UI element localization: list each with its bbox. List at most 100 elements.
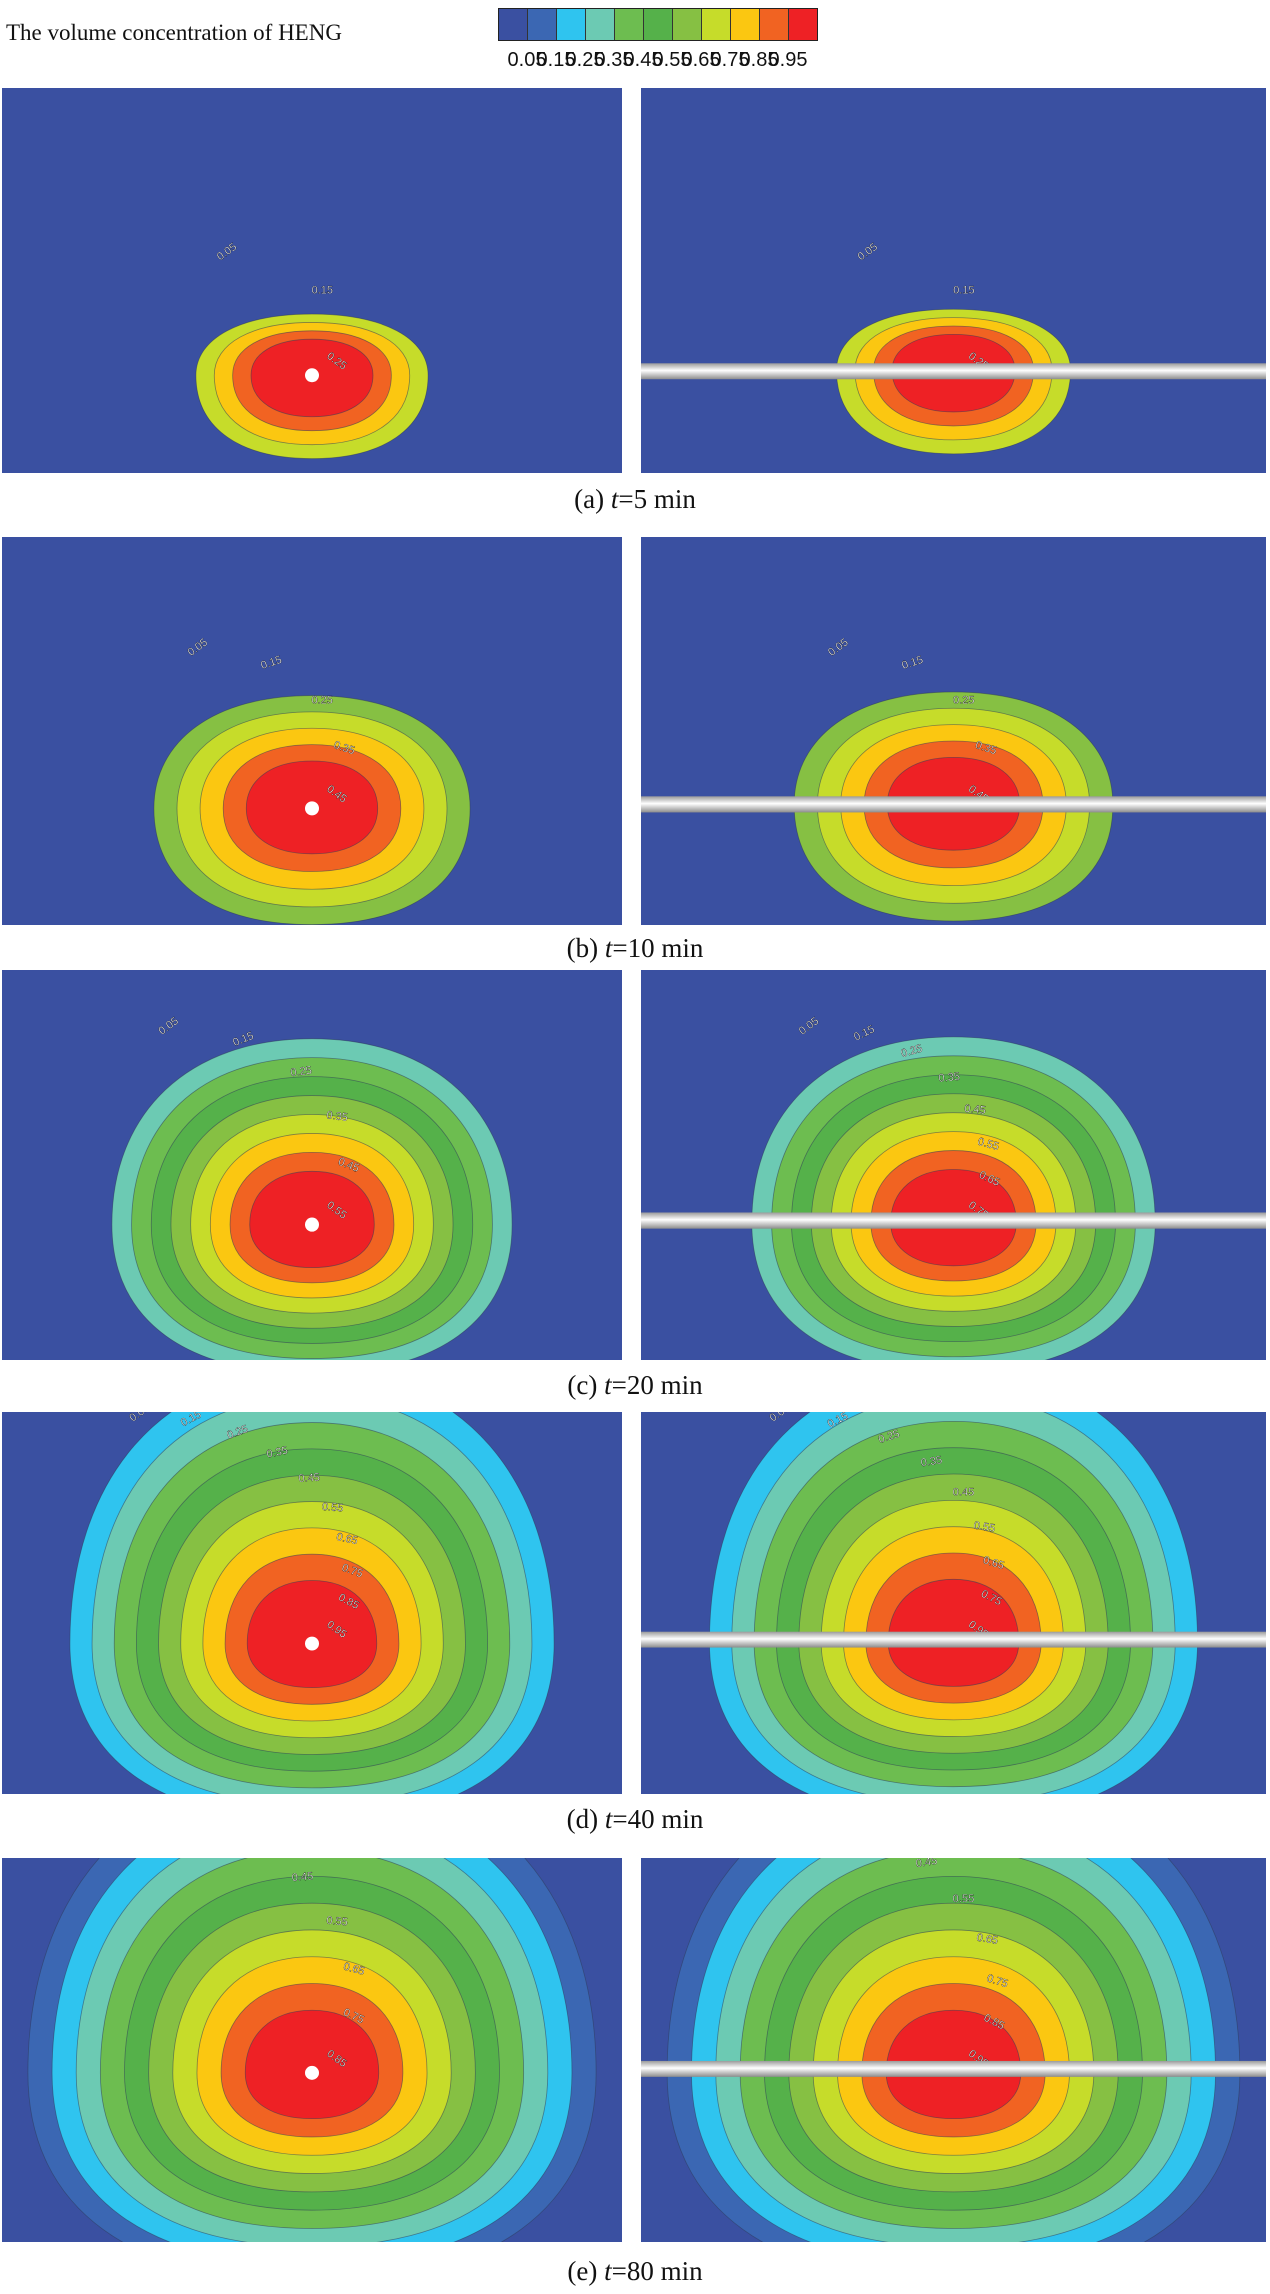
caption-prefix: (a) [574, 484, 611, 514]
caption-prefix: (b) [566, 933, 605, 963]
legend-swatch [702, 9, 731, 40]
panel-with-pipe: 0.05 0.15 0.25 0.35 0.45 0.55 0.65 0.75 0.95 [641, 1412, 1266, 1794]
caption-time-value: =20 min [611, 1370, 703, 1400]
contour-label: 0.65 [976, 1932, 999, 1947]
contour-plot: 0.05 0.150.250.350.450.550.650.750.850.95 [2, 1412, 622, 1794]
legend-swatch [760, 9, 789, 40]
legend-tick-label: 0.25 [565, 49, 605, 71]
contour-plot: 0.050.150.250.350.45 [2, 537, 622, 925]
color-legend-ticks: 0.05 0.15 0.25 0.35 0.45 0.55 0.65 0.75 0.85 0.95 [498, 49, 1018, 73]
caption-time-variable: t [610, 484, 619, 514]
contour-plot: 0.05 0.150.250.350.450.550.650.750.95 [641, 1412, 1266, 1794]
panel-with-pipe: 0.05 0.15 0.25 [641, 88, 1266, 473]
panel-caption: (c) t=20 min [0, 1370, 1270, 1401]
contour-plot: 0.05 0.150.250.350.450.550.650.75 [641, 970, 1266, 1360]
legend-tick-label: 0.75 [710, 49, 750, 71]
caption-time-value: =80 min [611, 2256, 703, 2286]
contour-plot: 0.150.250.350.450.550.650.750.85 [2, 1858, 622, 2242]
legend-swatch [789, 9, 817, 40]
legend-swatch [499, 9, 528, 40]
contour-plot: 0.050.150.25 [641, 88, 1266, 473]
panel-without-pipe: 0.05 0.15 0.25 [2, 88, 622, 473]
caption-time-value: =5 min [618, 484, 696, 514]
contour-label: 0.65 [335, 1531, 358, 1547]
buried-pipe [641, 2060, 1266, 2077]
contour-label: 0.35 [326, 1109, 349, 1124]
legend-swatch [557, 9, 586, 40]
panel-without-pipe: 0.05 0.15 0.25 0.35 0.45 0.55 [2, 970, 622, 1360]
contour-label: 0.35 [938, 1071, 961, 1085]
figure-legend-title: The volume concentration of HENG [6, 20, 342, 45]
caption-time-value: =40 min [612, 1804, 704, 1834]
contour-label: 0.55 [326, 1915, 348, 1929]
contour-label: 0.25 [312, 694, 333, 706]
caption-time-value: =10 min [612, 933, 704, 963]
contour-label: 0.45 [953, 1487, 975, 1499]
contour-label: 0.45 [915, 1858, 938, 1870]
buried-pipe [641, 1212, 1266, 1229]
contour-label: 0.45 [964, 1103, 987, 1117]
contour-label: 0.25 [953, 694, 975, 706]
legend-swatch [528, 9, 557, 40]
panel-without-pipe: 0.05 0.15 0.25 0.35 0.45 0.55 0.65 0.75 0.85 0.95 [2, 1412, 622, 1794]
leak-point-marker [305, 801, 319, 816]
panel-caption: (e) t=80 min [0, 2256, 1270, 2287]
legend-tick-label: 0.45 [623, 49, 663, 71]
legend-swatch [644, 9, 673, 40]
concentration-band [246, 1580, 378, 1688]
panel-without-pipe: 0.05 0.15 0.25 0.35 0.45 [2, 537, 622, 925]
color-legend: 0.05 0.15 0.25 0.35 0.45 0.55 0.65 0.75 0.85 0.95 [498, 8, 818, 71]
contour-plot: 0.050.150.250.350.450.55 [2, 970, 622, 1360]
panel-caption: (d) t=40 min [0, 1804, 1270, 1835]
panel-with-pipe: 0.05 0.15 0.25 0.35 0.45 0.55 0.65 0.75 [641, 970, 1266, 1360]
panel-caption: (a) t=5 min [0, 484, 1270, 515]
legend-swatch [615, 9, 644, 40]
caption-time-variable: t [604, 1370, 612, 1400]
leak-point-marker [305, 1217, 319, 1232]
leak-point-marker [305, 368, 319, 383]
panel-with-pipe: 0.150.250.350.450.550.650.750.850.95 [641, 1858, 1266, 2242]
legend-tick-label: 0.65 [681, 49, 721, 71]
legend-swatch [673, 9, 702, 40]
panel-without-pipe: 0.150.250.350.450.550.650.750.85 [2, 1858, 622, 2242]
legend-tick-label: 0.35 [594, 49, 634, 71]
caption-time-variable: t [604, 1804, 613, 1834]
contour-label: 0.55 [973, 1520, 996, 1535]
caption-time-variable: t [604, 2256, 612, 2286]
contour-label: 0.15 [953, 285, 975, 297]
buried-pipe [641, 796, 1266, 813]
legend-tick-label: 0.85 [739, 49, 779, 71]
legend-tick-label: 0.05 [507, 49, 547, 71]
caption-time-variable: t [604, 933, 613, 963]
contour-plot: 0.150.250.350.450.550.650.750.850.95 [641, 1858, 1266, 2242]
contour-label: 0.35 [920, 1454, 943, 1469]
caption-prefix: (d) [566, 1804, 605, 1834]
contour-label: 0.35 [266, 1445, 289, 1461]
contour-label: 0.25 [900, 1043, 924, 1061]
caption-prefix: (c) [567, 1370, 605, 1400]
contour-label: 0.55 [953, 1893, 975, 1905]
contour-label: 0.45 [298, 1472, 320, 1485]
color-legend-bar [498, 8, 818, 41]
legend-swatch [586, 9, 615, 40]
caption-prefix: (e) [567, 2256, 605, 2286]
leak-point-marker [305, 2065, 319, 2080]
leak-point-marker [305, 1636, 319, 1651]
buried-pipe [641, 363, 1266, 380]
contour-label: 0.15 [312, 284, 333, 296]
contour-label: 0.55 [321, 1501, 343, 1514]
contour-label: 0.65 [342, 1961, 366, 1978]
contour-label: 0.25 [290, 1065, 313, 1080]
buried-pipe [641, 1631, 1266, 1648]
contour-label: 0.45 [291, 1870, 313, 1884]
contour-label: 0.55 [976, 1136, 1000, 1153]
concentration-band [244, 2009, 380, 2120]
panel-with-pipe: 0.05 0.15 0.25 0.35 0.45 [641, 537, 1266, 925]
panel-caption: (b) t=10 min [0, 933, 1270, 964]
legend-tick-label: 0.55 [652, 49, 692, 71]
contour-plot: 0.050.150.25 [2, 88, 622, 473]
legend-swatch [731, 9, 760, 40]
legend-tick-label: 0.95 [768, 49, 808, 71]
contour-plot: 0.050.150.250.350.45 [641, 537, 1266, 925]
legend-tick-label: 0.15 [536, 49, 576, 71]
